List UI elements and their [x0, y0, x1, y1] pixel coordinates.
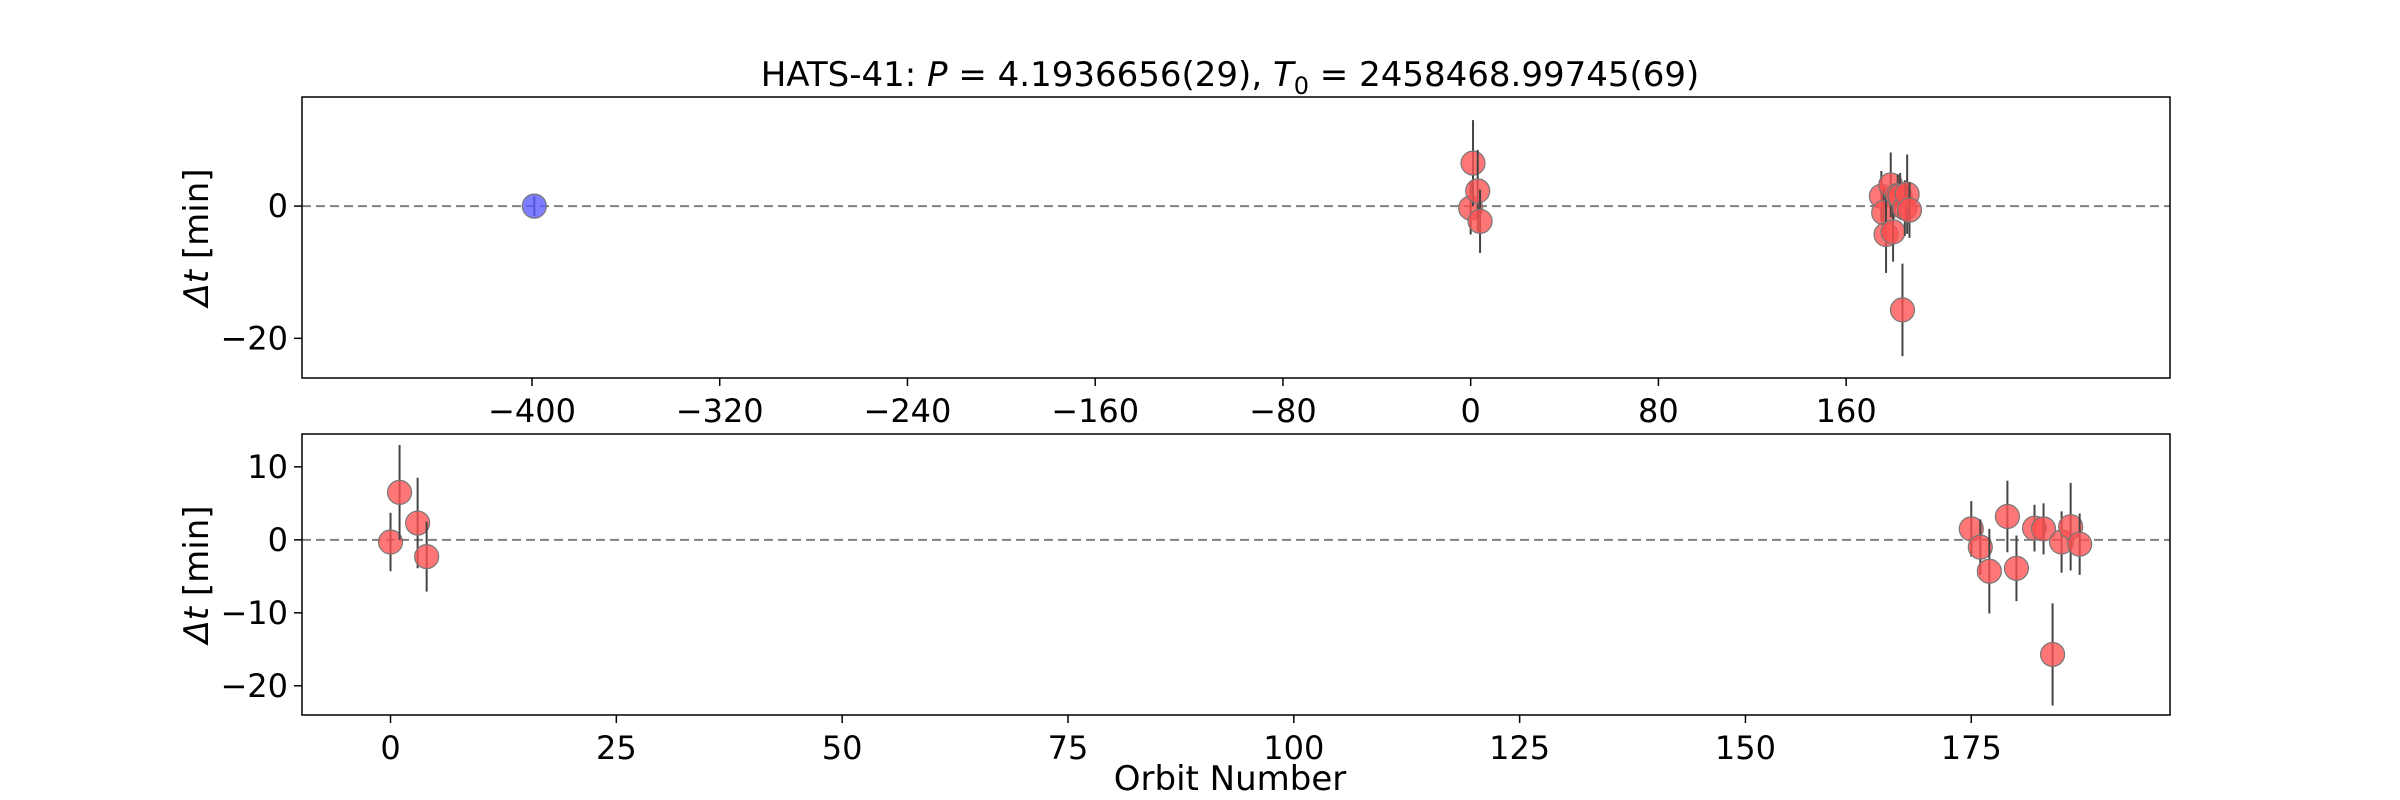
chart-title: HATS-41: P = 4.1936656(29), T0 = 2458468… [761, 55, 1700, 100]
data-point [1896, 197, 1923, 223]
title-t-value: = 2458468.99745(69) [1309, 55, 1699, 95]
y-axis-label: Δt [min] [177, 505, 217, 646]
x-tick-label: 50 [822, 729, 863, 767]
data-point [1967, 534, 1993, 560]
data-point [1994, 503, 2021, 530]
y-tick-label: 10 [247, 448, 288, 486]
x-tick-label: 25 [596, 729, 637, 767]
data-point [414, 544, 440, 570]
x-tick-label: −160 [1051, 392, 1139, 430]
y-tick-label: 0 [268, 187, 288, 225]
data-point [1880, 219, 1906, 245]
data-point [521, 193, 547, 219]
y-tick-label: −20 [220, 667, 288, 705]
data-point [1460, 150, 1486, 176]
data-point [1467, 208, 1493, 234]
x-tick-label: 125 [1489, 729, 1550, 767]
bottom-panel: 0 25 50 75 100 125 150 175 −20 −10 0 10 Δt [min] [177, 433, 2171, 767]
x-tick-label: −400 [488, 392, 576, 430]
x-tick-label: 80 [1638, 392, 1679, 430]
data-point [386, 479, 413, 505]
data-point [1976, 558, 2002, 584]
title-t-symbol: T [1273, 55, 1296, 95]
x-tick-label: −80 [1249, 392, 1317, 430]
x-tick-label: 150 [1715, 729, 1776, 767]
top-panel: −400 −320 −240 −160 −80 0 80 160 −20 0 Δt [min] [177, 96, 2171, 430]
y-axis-label-symbol: Δt [177, 268, 217, 309]
data-point [1889, 297, 1916, 323]
x-axis-label: Orbit Number [1114, 759, 1347, 799]
y-axis-label-unit: [min] [177, 168, 217, 269]
axes-frame [301, 96, 2171, 379]
y-tick-label: −10 [220, 594, 288, 632]
x-tick-label: 0 [1460, 392, 1480, 430]
title-prefix: HATS-41: [761, 55, 927, 95]
y-axis-label-unit: [min] [177, 505, 217, 606]
y-tick-label: −20 [220, 319, 288, 357]
title-t-subscript: 0 [1294, 72, 1309, 100]
data-point [2003, 555, 2030, 581]
x-tick-label: −240 [864, 392, 952, 430]
y-axis-label: Δt [min] [177, 168, 217, 309]
y-axis-label-symbol: Δt [177, 605, 217, 646]
y-tick-label: 0 [268, 521, 288, 559]
data-point [1465, 178, 1491, 204]
axes-frame [301, 433, 2171, 716]
data-point [405, 510, 431, 536]
data-point [2039, 641, 2066, 668]
data-point [2067, 531, 2093, 557]
x-tick-label: −320 [676, 392, 764, 430]
data-point [2030, 516, 2057, 542]
x-tick-label: 160 [1816, 392, 1877, 430]
x-tick-label: 75 [1048, 729, 1089, 767]
data-point [377, 529, 404, 555]
title-p-value: = 4.1936656(29), [948, 55, 1273, 95]
x-tick-label: 100 [1263, 729, 1324, 767]
title-p-symbol: P [927, 55, 948, 95]
x-tick-label: 0 [380, 729, 400, 767]
x-tick-label: 175 [1941, 729, 2002, 767]
